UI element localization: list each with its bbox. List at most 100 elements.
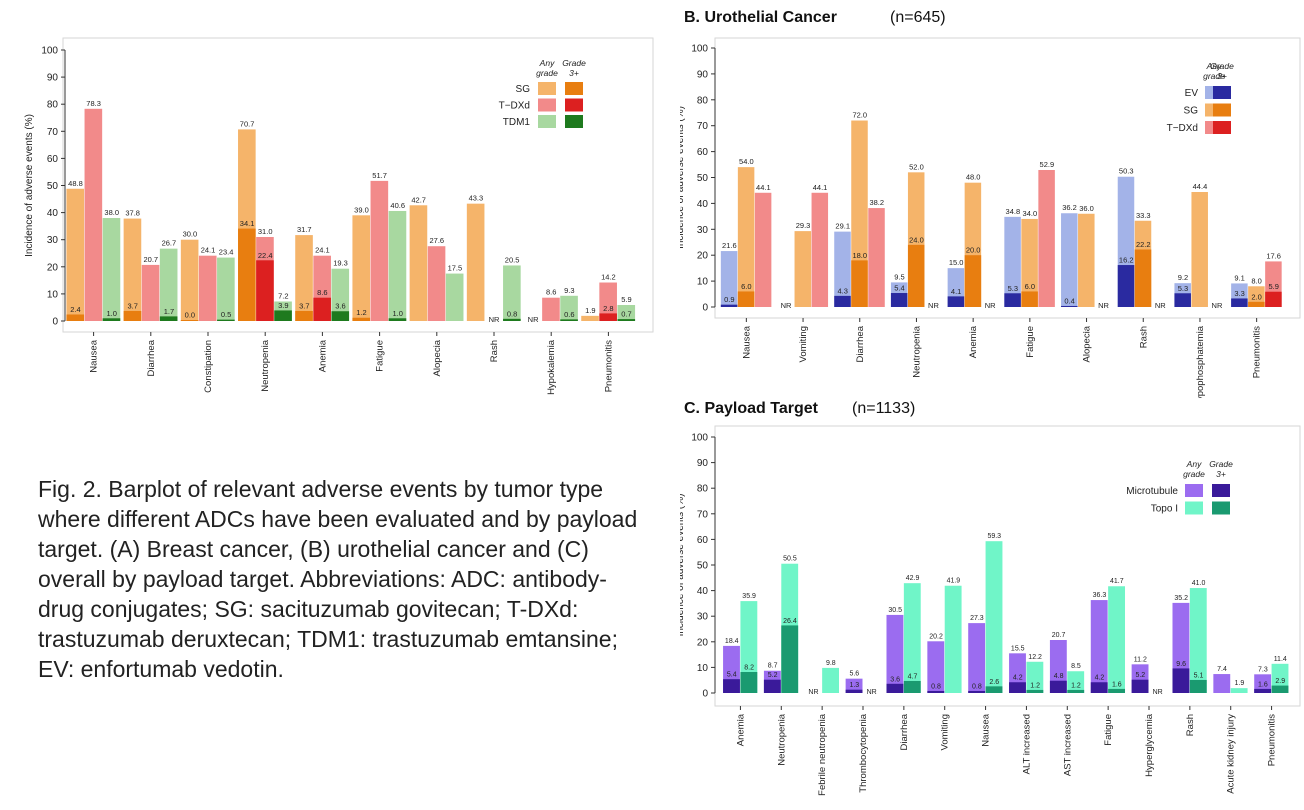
legend-label: SG — [516, 84, 531, 95]
bar-grade3-label: 1.2 — [1071, 682, 1081, 689]
bar-any-grade — [834, 231, 851, 307]
x-category-label: Diarrhea — [899, 713, 910, 750]
chart-title: C. Payload Target — [684, 400, 819, 417]
bar-any-grade — [217, 257, 235, 321]
bar-grade3 — [903, 680, 921, 693]
bar-grade3-label: 8.2 — [744, 665, 754, 672]
bar-nr-label: NR — [808, 689, 818, 696]
x-category-label: Pneumonitis — [603, 340, 614, 393]
bar-nr-label: NR — [1098, 301, 1109, 310]
chart-b: B. Urothelial Cancer (n=645) Incidence of … — [680, 9, 1301, 398]
y-tick-label: 20 — [697, 637, 709, 648]
legend-swatch-grade3 — [565, 82, 583, 95]
legend-swatch-grade3 — [565, 98, 583, 112]
legend-swatch-any — [538, 98, 556, 112]
bar-grade3 — [159, 316, 178, 321]
y-tick-label: 0 — [702, 303, 708, 314]
bar-value-label: 5.9 — [621, 295, 631, 304]
bar-value-label: 7.3 — [1258, 666, 1268, 673]
x-category-label: Nausea — [89, 339, 100, 372]
bar-grade3-label: 24.0 — [909, 235, 924, 244]
bar-grade3-label: 4.7 — [908, 673, 918, 680]
bar-any-grade — [159, 248, 178, 321]
bar-value-label: 1.9 — [1235, 680, 1245, 687]
bar-grade3 — [763, 679, 781, 693]
bar-value-label: 20.7 — [1052, 632, 1066, 639]
bar-value-label: 27.6 — [429, 236, 444, 245]
y-tick-label: 40 — [697, 586, 709, 597]
bar-grade3 — [720, 304, 738, 307]
bar-grade3-label: 1.0 — [392, 309, 402, 318]
bar-any-grade — [740, 601, 758, 693]
bar-grade3-label: 0.5 — [221, 310, 231, 319]
x-category-label: Febrile neutropenia — [817, 713, 828, 796]
bar-value-label: 40.6 — [390, 201, 405, 210]
bar-value-label: 34.8 — [1006, 207, 1021, 216]
x-category-label: Fatigue — [1025, 326, 1036, 358]
bar-grade3 — [1231, 298, 1248, 307]
bar-grade3-label: 22.2 — [1136, 240, 1151, 249]
bar-value-label: 39.0 — [354, 205, 369, 214]
bar-value-label: 44.4 — [1193, 182, 1208, 191]
bar-grade3 — [1172, 668, 1190, 693]
bar-value-label: 20.5 — [505, 255, 520, 264]
bar-grade3-label: 2.4 — [70, 305, 80, 314]
bar-any-grade — [560, 295, 578, 321]
legend-header-any: Any — [1186, 459, 1202, 469]
bar-value-label: 9.5 — [894, 272, 904, 281]
bar-grade3-label: 9.6 — [1176, 661, 1186, 668]
bar-grade3 — [1254, 688, 1272, 693]
x-category-label: AST increased — [1062, 714, 1073, 776]
bar-value-label: 37.8 — [125, 209, 140, 218]
bar-grade3 — [927, 690, 945, 693]
bar-grade3-label: 1.3 — [849, 682, 859, 689]
bar-grade3-label: 20.0 — [966, 246, 981, 255]
bar-grade3-label: 26.4 — [783, 618, 797, 625]
legend-header-grade3: Grade — [1210, 61, 1234, 71]
bar-grade3-label: 0.4 — [1064, 296, 1074, 305]
bar-grade3-label: 3.7 — [127, 301, 137, 310]
bar-value-label: 34.0 — [1023, 209, 1038, 218]
bar-value-label: 59.3 — [987, 533, 1001, 540]
bar-grade3 — [1021, 291, 1038, 307]
bar-any-grade — [141, 264, 160, 321]
y-tick-label: 60 — [47, 154, 59, 165]
bar-value-label: 9.2 — [1178, 273, 1188, 282]
bar-any-grade — [822, 667, 840, 693]
bar-value-label: 36.0 — [1079, 204, 1094, 213]
x-category-label: Rash — [489, 340, 500, 362]
bar-grade3-label: 2.9 — [1275, 678, 1285, 685]
x-category-label: Acute kidney injury — [1226, 714, 1237, 794]
y-tick-label: 100 — [691, 433, 708, 444]
bar-grade3 — [968, 690, 986, 693]
x-category-label: Nausea — [741, 325, 752, 358]
bar-any-grade — [1026, 661, 1044, 693]
x-category-label: Fatigue — [375, 340, 386, 372]
bar-grade3-label: 4.3 — [838, 286, 848, 295]
y-tick-label: 90 — [47, 73, 59, 84]
bar-value-label: 30.0 — [183, 230, 198, 239]
y-tick-label: 10 — [697, 663, 709, 674]
x-category-label: Anemia — [317, 339, 328, 372]
x-category-label: Vomiting — [798, 326, 809, 362]
y-tick-label: 20 — [47, 262, 59, 273]
bar-grade3-label: 5.1 — [1194, 672, 1204, 679]
bar-value-label: 18.4 — [725, 638, 739, 645]
bar-grade3 — [274, 310, 292, 321]
bar-any-grade — [1090, 600, 1108, 693]
bar-grade3 — [1189, 679, 1207, 693]
bar-any-grade — [737, 167, 755, 307]
legend-header-grade3: Grade — [1209, 459, 1233, 469]
bar-grade3 — [217, 319, 235, 321]
legend-swatch-grade3 — [1213, 86, 1231, 99]
bar-any-grade — [1004, 216, 1021, 307]
bar-value-label: 15.0 — [949, 258, 964, 267]
bar-value-label: 9.8 — [826, 660, 836, 667]
bar-any-grade — [466, 203, 485, 321]
bar-value-label: 48.8 — [68, 179, 83, 188]
x-category-label: Neutropenia — [776, 713, 787, 765]
legend-label: Topo I — [1151, 504, 1178, 515]
bar-any-grade — [198, 255, 217, 321]
bar-any-grade — [84, 108, 103, 321]
legend-header-grade3: Grade — [562, 58, 586, 68]
